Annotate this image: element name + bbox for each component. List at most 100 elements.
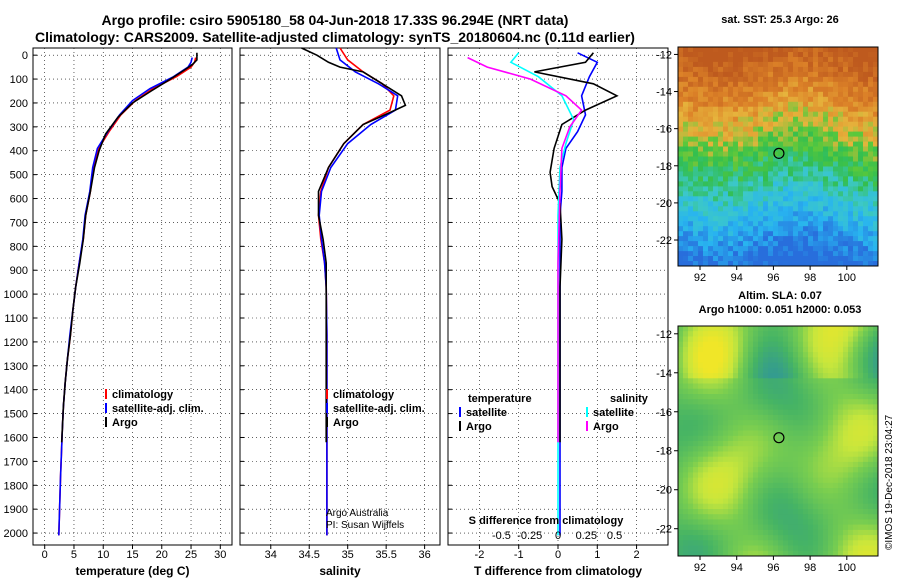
map-cell	[748, 394, 754, 400]
map-cell	[693, 226, 699, 232]
map-cell	[783, 545, 789, 552]
map-cell	[803, 121, 809, 128]
map-cell	[823, 336, 829, 343]
map-cell	[803, 251, 809, 257]
map-cell	[718, 226, 724, 232]
map-cell	[683, 441, 689, 447]
map-cell	[738, 524, 744, 531]
map-cell	[723, 529, 729, 536]
map-cell	[838, 201, 844, 207]
map-cell	[843, 126, 849, 132]
map-cell	[693, 341, 699, 348]
map-cell	[678, 331, 684, 337]
map-cell	[778, 367, 784, 374]
x-tick-label: 0	[42, 549, 48, 561]
map-cell	[808, 61, 814, 68]
map-cell	[848, 131, 854, 137]
map-cell	[703, 472, 709, 478]
map-cell	[838, 111, 844, 118]
map-cell	[708, 409, 714, 416]
map-cell	[688, 336, 694, 343]
map-cell	[843, 441, 849, 447]
map-cell	[828, 181, 834, 187]
map-cell	[718, 420, 724, 426]
map-cell	[698, 346, 704, 353]
map-cell	[703, 482, 709, 489]
map-cell	[773, 409, 779, 416]
map-cell	[733, 66, 739, 73]
map-cell	[713, 76, 719, 83]
map-cell	[828, 52, 834, 58]
map-cell	[788, 81, 794, 88]
map-cell	[753, 141, 759, 147]
map-cell	[753, 256, 759, 262]
map-y-tick-label: -14	[656, 368, 672, 380]
map-cell	[743, 331, 749, 337]
map-cell	[753, 96, 759, 103]
map-cell	[738, 81, 744, 88]
map-cell	[818, 251, 824, 257]
map-cell	[853, 378, 859, 384]
map-cell	[683, 236, 689, 242]
map-cell	[778, 131, 784, 137]
map-cell	[728, 236, 734, 242]
map-cell	[718, 550, 724, 557]
map-cell	[718, 156, 724, 162]
map-cell	[803, 545, 809, 552]
map-cell	[873, 221, 879, 227]
map-cell	[728, 331, 734, 337]
map-cell	[783, 524, 789, 531]
map-cell	[868, 201, 874, 207]
map-cell	[788, 52, 794, 58]
map-cell	[798, 430, 804, 437]
map-cell	[758, 96, 764, 103]
map-cell	[743, 91, 749, 98]
map-cell	[753, 524, 759, 531]
map-cell	[773, 57, 779, 63]
map-cell	[838, 467, 844, 473]
map-cell	[763, 136, 769, 142]
map-cell	[708, 81, 714, 88]
map-cell	[753, 326, 759, 332]
map-cell	[743, 126, 749, 132]
map-cell	[868, 251, 874, 257]
map-cell	[733, 171, 739, 177]
map-cell	[723, 246, 729, 252]
map-cell	[683, 131, 689, 137]
map-cell	[863, 461, 869, 468]
map-cell	[793, 341, 799, 348]
map-cell	[828, 346, 834, 353]
map-cell	[743, 336, 749, 343]
map-cell	[833, 514, 839, 520]
map-cell	[683, 514, 689, 520]
map-cell	[748, 146, 754, 152]
map-cell	[798, 151, 804, 157]
map-cell	[743, 111, 749, 118]
map-cell	[818, 61, 824, 68]
map-cell	[743, 441, 749, 447]
map-cell	[838, 151, 844, 157]
map-cell	[823, 451, 829, 458]
map-cell	[793, 461, 799, 468]
map-cell	[828, 226, 834, 232]
map-x-tick-label: 94	[731, 562, 743, 574]
map-cell	[678, 166, 684, 172]
map-cell	[733, 383, 739, 390]
map-cell	[773, 399, 779, 405]
map-cell	[828, 535, 834, 541]
map-cell	[873, 166, 879, 172]
map-cell	[868, 71, 874, 78]
map-cell	[853, 71, 859, 78]
map-cell	[763, 456, 769, 463]
map-cell	[808, 394, 814, 400]
map-cell	[733, 191, 739, 197]
map-cell	[823, 91, 829, 98]
map-cell	[708, 540, 714, 546]
map-cell	[688, 524, 694, 531]
map-cell	[743, 116, 749, 123]
map-cell	[693, 151, 699, 157]
map-cell	[743, 66, 749, 73]
map-cell	[818, 221, 824, 227]
map-cell	[828, 482, 834, 489]
map-cell	[833, 430, 839, 437]
